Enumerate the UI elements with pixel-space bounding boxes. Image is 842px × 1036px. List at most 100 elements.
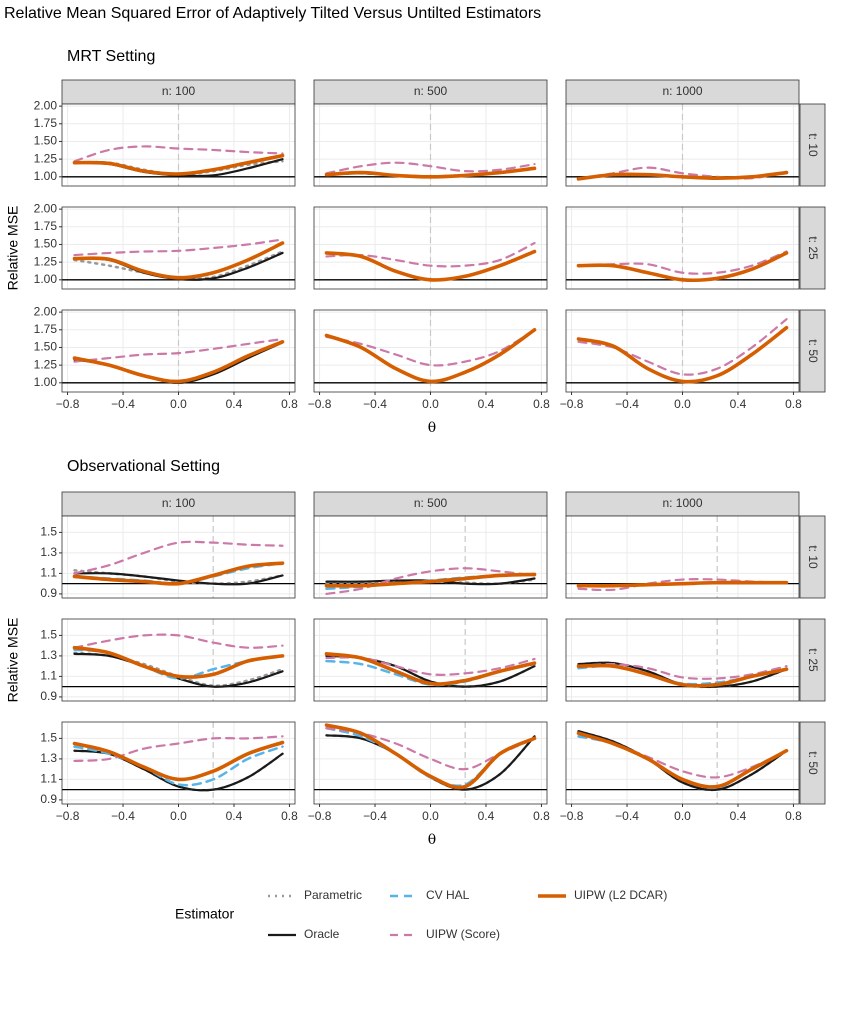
setting-title: MRT Setting [67, 48, 155, 65]
x-tick-label: −0.8 [308, 809, 332, 823]
panel-border [565, 206, 800, 290]
legend-label: Oracle [304, 927, 340, 941]
x-tick-label: −0.4 [363, 809, 387, 823]
row-strip-label: t: 50 [806, 339, 820, 363]
series-line [576, 325, 789, 384]
x-tick-label: 0.4 [478, 397, 495, 411]
series-line [73, 745, 284, 787]
strip [61, 79, 296, 105]
y-tick-label: 1.1 [40, 669, 57, 683]
strip [799, 515, 826, 599]
x-tick-label: −0.8 [560, 809, 584, 823]
x-axis-title: θ [428, 420, 436, 436]
panel-border [313, 618, 548, 702]
y-tick-label: 0.9 [40, 586, 57, 600]
series-line [576, 251, 789, 283]
x-tick-label: 0.0 [422, 809, 439, 823]
series-line [324, 572, 537, 588]
x-tick-label: 0.8 [785, 809, 802, 823]
row-strip-label: t: 10 [806, 545, 820, 569]
series-line [72, 153, 285, 176]
series-line [72, 645, 285, 679]
panel-border [565, 103, 800, 187]
series-line [72, 561, 285, 586]
x-tick-label: −0.4 [615, 809, 639, 823]
x-tick-label: 0.8 [281, 809, 298, 823]
panel-border [565, 515, 800, 599]
y-tick-label: 1.5 [40, 628, 57, 642]
series-line [72, 740, 285, 782]
x-tick-label: −0.4 [111, 809, 135, 823]
y-tick-label: 2.00 [34, 201, 58, 215]
panel-border [313, 515, 548, 599]
series-line [576, 731, 789, 789]
x-tick-label: 0.0 [170, 397, 187, 411]
series-line [72, 241, 285, 280]
x-tick-label: 0.0 [674, 809, 691, 823]
x-tick-label: −0.8 [560, 397, 584, 411]
y-tick-label: 1.00 [34, 375, 58, 389]
x-tick-label: 0.4 [478, 809, 495, 823]
series-line [324, 166, 537, 179]
row-strip-label: t: 10 [806, 133, 820, 157]
x-tick-label: −0.8 [56, 397, 80, 411]
series-line [73, 735, 284, 763]
strip [61, 491, 296, 517]
y-tick-label: 1.50 [34, 134, 58, 148]
y-tick-label: 1.50 [34, 237, 58, 251]
y-tick-label: 1.3 [40, 648, 57, 662]
y-tick-label: 1.75 [34, 116, 58, 130]
strip [565, 491, 800, 517]
panel-border [61, 618, 296, 702]
setting-title: Observational Setting [67, 458, 220, 475]
x-tick-label: 0.4 [226, 809, 243, 823]
strip [799, 618, 826, 702]
x-tick-label: −0.4 [363, 397, 387, 411]
y-tick-label: 1.3 [40, 545, 57, 559]
legend-title: Estimator [175, 906, 234, 922]
y-tick-label: 1.25 [34, 357, 58, 371]
legend-label: UIPW (L2 DCAR) [574, 888, 667, 902]
y-tick-label: 1.25 [34, 151, 58, 165]
y-tick-label: 1.1 [40, 772, 57, 786]
x-tick-label: 0.8 [281, 397, 298, 411]
series-line [73, 633, 284, 649]
series-line [73, 572, 284, 586]
x-axis-title: θ [428, 832, 436, 848]
panel-border [61, 103, 296, 187]
x-tick-label: 0.4 [730, 809, 747, 823]
y-tick-label: 2.00 [34, 304, 58, 318]
col-strip-label: n: 100 [162, 84, 196, 98]
series-line [325, 328, 536, 367]
y-axis-title: Relative MSE [5, 206, 21, 291]
series-line [324, 723, 537, 790]
y-tick-label: 1.1 [40, 566, 57, 580]
strip [799, 103, 826, 187]
series-line [73, 540, 284, 575]
y-tick-label: 1.75 [34, 219, 58, 233]
x-tick-label: 0.4 [226, 397, 243, 411]
row-strip-label: t: 25 [806, 236, 820, 260]
x-tick-label: −0.8 [308, 397, 332, 411]
strip [565, 79, 800, 105]
y-tick-label: 1.50 [34, 340, 58, 354]
col-strip-label: n: 1000 [662, 496, 702, 510]
series-line [73, 337, 284, 363]
y-tick-label: 1.5 [40, 525, 57, 539]
col-strip-label: n: 500 [414, 84, 448, 98]
y-tick-label: 2.00 [34, 98, 58, 112]
legend-label: CV HAL [426, 888, 470, 902]
series-line [325, 161, 536, 175]
legend-label: Parametric [304, 888, 362, 902]
y-tick-label: 1.75 [34, 322, 58, 336]
panel-border [61, 206, 296, 290]
x-tick-label: −0.4 [615, 397, 639, 411]
y-tick-label: 1.25 [34, 254, 58, 268]
strip [313, 491, 548, 517]
y-tick-label: 1.00 [34, 272, 58, 286]
figure-title: Relative Mean Squared Error of Adaptivel… [4, 5, 541, 22]
x-tick-label: 0.0 [170, 809, 187, 823]
col-strip-label: n: 100 [162, 496, 196, 510]
series-line [324, 327, 537, 384]
x-tick-label: 0.8 [533, 397, 550, 411]
